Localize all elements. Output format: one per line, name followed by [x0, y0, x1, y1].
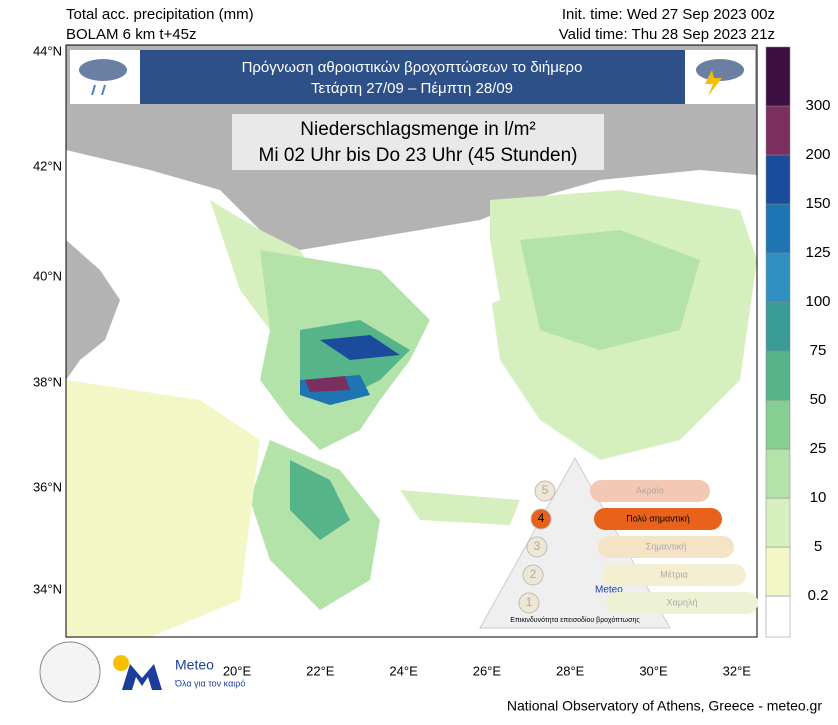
warning-label: Πολύ σημαντική: [626, 513, 690, 523]
warning-level: 4: [538, 511, 545, 525]
logo-slogan: Όλα για τον καιρό: [174, 678, 245, 688]
colorbar-bin: [765, 203, 791, 254]
warning-level: 1: [526, 595, 533, 609]
warning-badge: [530, 508, 552, 530]
logo-sun: [113, 655, 129, 671]
lat-label: 42°N: [33, 158, 62, 173]
lat-label: 40°N: [33, 268, 62, 283]
warning-bar: [590, 480, 710, 502]
logo-brand: Meteo: [175, 657, 214, 673]
lon-label: 22°E: [306, 663, 335, 678]
note-box: Niederschlagsmenge in l/m² Mi 02 Uhr bis…: [232, 114, 604, 170]
colorbar-bin: [765, 399, 791, 450]
warning-level: 3: [534, 539, 541, 553]
warning-label: Σημαντική: [646, 541, 687, 551]
lat-label: 36°N: [33, 479, 62, 494]
colorbar-bin: [765, 154, 791, 205]
colorbar-label: 200: [805, 146, 830, 163]
warning-brand: Meteo: [595, 585, 623, 596]
warning-bar: [606, 592, 758, 614]
warning-label: Ακραία: [636, 485, 664, 495]
colorbar-label: 75: [810, 342, 827, 359]
lon-label: 20°E: [223, 663, 252, 678]
valid-time: Valid time: Thu 28 Sep 2023 21z: [559, 26, 775, 43]
banner: Πρόγνωση αθροιστικών βροχοπτώσεων το διή…: [70, 50, 755, 104]
colorbar-label: 150: [805, 195, 830, 212]
warning-level: 2: [530, 567, 537, 581]
colorbar-bin: [765, 252, 791, 303]
warning-badge: [526, 536, 548, 558]
warning-triangle: Επικινδυνότητα επεισοδίου βροχόπτωσης Me…: [479, 456, 758, 629]
colorbar-bin: [765, 497, 791, 548]
colorbar-bin: [765, 350, 791, 401]
colorbar-label: 300: [805, 97, 830, 114]
lon-label: 28°E: [556, 663, 585, 678]
init-time: Init. time: Wed 27 Sep 2023 00z: [562, 6, 775, 23]
logo-mark: [122, 664, 162, 690]
note-line1: Niederschlagsmenge in l/m²: [300, 119, 536, 140]
warning-badge: [518, 592, 540, 614]
model-label: BOLAM 6 km t+45z: [66, 26, 196, 43]
footer-area: Meteo Όλα για τον καιρό National Observa…: [39, 641, 822, 714]
noa-seal: [39, 641, 101, 703]
colorbar-label: 10: [810, 489, 827, 506]
product-title: Total acc. precipitation (mm): [66, 6, 254, 23]
colorbar-bin: [765, 301, 791, 352]
lon-label: 26°E: [473, 663, 502, 678]
lat-label: 38°N: [33, 374, 62, 389]
banner-line2: Τετάρτη 27/09 – Πέμπτη 28/09: [311, 80, 513, 97]
colorbar-label: 5: [814, 538, 822, 555]
lat-label: 34°N: [33, 581, 62, 596]
lon-label: 24°E: [389, 663, 418, 678]
warning-label: Μέτρια: [660, 569, 687, 579]
note-line2: Mi 02 Uhr bis Do 23 Uhr (45 Stunden): [259, 145, 578, 166]
colorbar-bin: [765, 105, 791, 156]
warning-bar: [602, 564, 746, 586]
colorbar-label: 100: [805, 293, 830, 310]
colorbar-label: 25: [810, 440, 827, 457]
lat-label: 44°N: [33, 43, 62, 58]
lon-label: 30°E: [639, 663, 668, 678]
warning-bar: [594, 508, 722, 530]
colorbar-bin: [765, 448, 791, 499]
colorbar-bin: [765, 595, 791, 638]
warning-badge: [534, 480, 556, 502]
colorbar-bin: [765, 546, 791, 597]
warning-badge: [522, 564, 544, 586]
colorbar-label: 125: [805, 244, 830, 261]
warning-caption: Επικινδυνότητα επεισοδίου βροχόπτωσης: [510, 616, 640, 624]
colorbar-label: 0.2: [808, 587, 829, 604]
banner-line1: Πρόγνωση αθροιστικών βροχοπτώσεων το διή…: [242, 59, 583, 76]
storm-icon: [696, 59, 744, 96]
warning-label: Χαμηλή: [667, 597, 698, 607]
warning-level: 5: [542, 483, 549, 497]
lon-label: 32°E: [723, 663, 752, 678]
colorbar-label: 50: [810, 391, 827, 408]
warning-bar: [598, 536, 734, 558]
colorbar-bin: [765, 46, 791, 107]
rain-icon: [79, 59, 127, 96]
footer-credit: National Observatory of Athens, Greece -…: [507, 698, 822, 714]
